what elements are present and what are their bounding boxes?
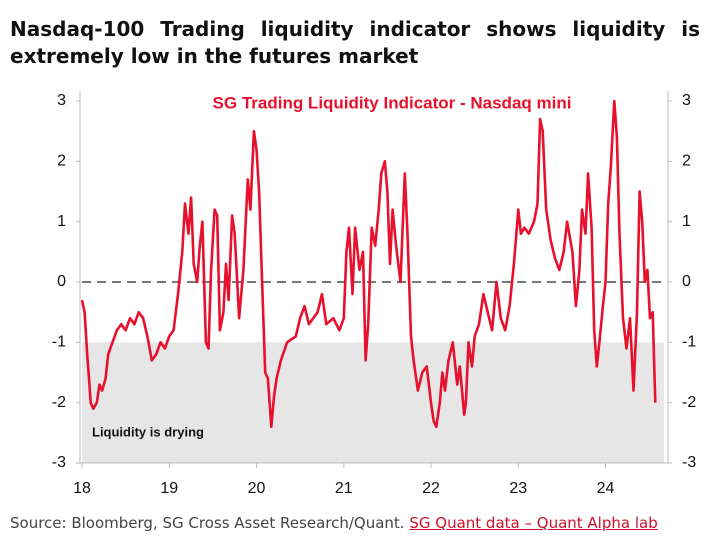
y2-tick-label: -2	[682, 394, 696, 411]
x-tick-label: 18	[73, 480, 91, 497]
y-tick-label: 0	[57, 273, 66, 290]
y-tick-label: 1	[57, 213, 66, 230]
chart-title: Nasdaq-100 Trading liquidity indicator s…	[10, 17, 700, 68]
y2-tick-label: 0	[682, 273, 691, 290]
x-tick-label: 24	[597, 480, 615, 497]
y2-tick-label: -3	[682, 454, 696, 471]
y-tick-label: -3	[52, 454, 66, 471]
y-tick-label: 2	[57, 153, 66, 170]
y2-tick-label: 2	[682, 153, 691, 170]
y-tick-label: 3	[57, 92, 66, 109]
x-tick-label: 22	[422, 480, 440, 497]
x-tick-label: 23	[509, 480, 527, 497]
y2-tick-label: 1	[682, 213, 691, 230]
source-link[interactable]: SG Quant data – Quant Alpha lab	[409, 514, 658, 532]
x-tick-label: 20	[248, 480, 266, 497]
y-tick-label: -1	[52, 334, 66, 351]
y2-tick-label: 3	[682, 92, 691, 109]
source-text: Source: Bloomberg, SG Cross Asset Resear…	[10, 514, 405, 532]
source: Source: Bloomberg, SG Cross Asset Resear…	[10, 514, 658, 532]
chart-label: SG Trading Liquidity Indicator - Nasdaq …	[213, 93, 572, 112]
x-tick-label: 21	[335, 480, 353, 497]
y2-tick-label: -1	[682, 334, 696, 351]
y-tick-label: -2	[52, 394, 66, 411]
shaded-region	[82, 342, 664, 463]
data-line	[80, 99, 657, 429]
annotation: Liquidity is drying	[92, 424, 204, 439]
x-tick-label: 19	[160, 480, 178, 497]
